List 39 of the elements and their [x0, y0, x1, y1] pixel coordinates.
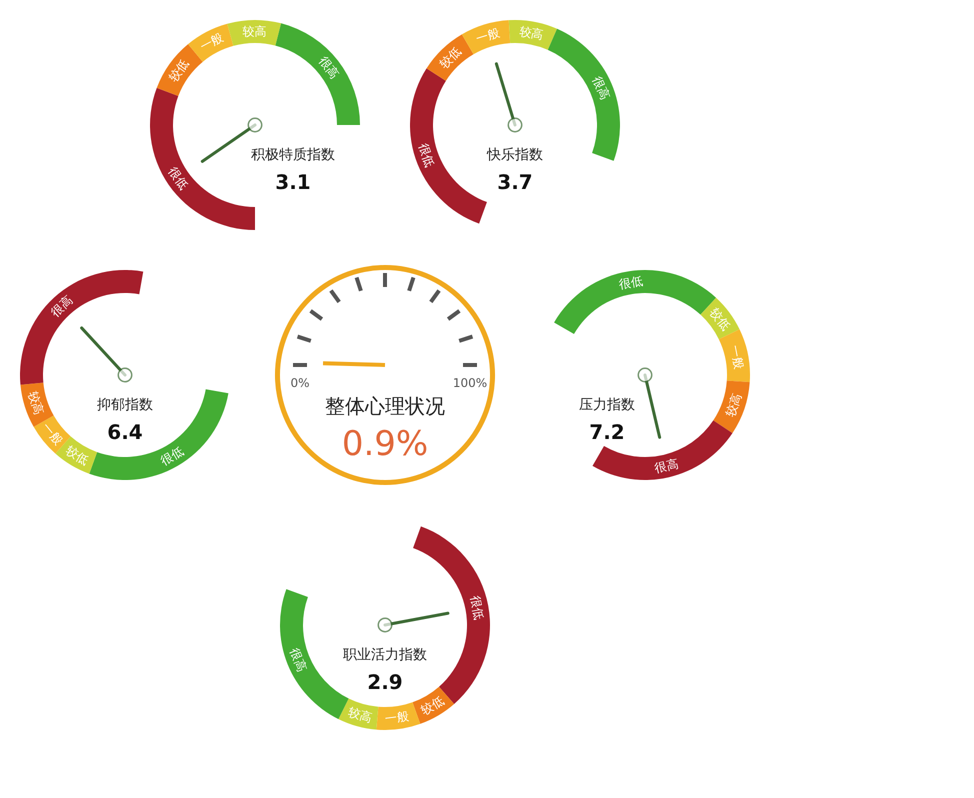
slice-label: 较低 [418, 694, 446, 718]
text: 3.7 [497, 170, 533, 194]
slice-label: 较高 [518, 24, 544, 42]
text: 100% [452, 376, 488, 390]
slice-label: 较低 [707, 305, 733, 334]
slice-label: 较低 [166, 56, 192, 84]
slice-label: 较高 [26, 389, 46, 417]
slice-label: 很低 [618, 274, 644, 292]
text: 压力指数 [579, 397, 635, 413]
text: 7.2 [589, 420, 625, 444]
text: 2.9 [367, 670, 403, 694]
slice-label: 较高 [242, 24, 266, 39]
slice-label: 较低 [63, 443, 92, 468]
slice-label: 很高 [287, 646, 310, 674]
slice-label: 一般 [39, 420, 66, 448]
text: 整体心理状况 [325, 394, 445, 418]
slice-label: 很低 [166, 164, 191, 192]
slice-label: 较低 [436, 44, 464, 71]
slice-label: 很低 [468, 594, 486, 621]
text: 6.4 [107, 420, 143, 444]
slice-label: 一般 [198, 30, 226, 54]
slice-label: 很低 [416, 141, 437, 169]
data-label: 0.9% [342, 424, 428, 464]
slice-label: 很高 [316, 54, 342, 82]
text: 职业活力指数 [343, 647, 427, 663]
slice-label: 很高 [653, 456, 680, 476]
slice-label: 一般 [474, 25, 502, 46]
slice-label: 一般 [728, 344, 746, 370]
slice-label: 较高 [723, 391, 744, 419]
text: 快乐指数 [486, 147, 543, 163]
slice-label: 较高 [346, 705, 374, 726]
text: 抑郁指数 [97, 397, 153, 413]
slice-label: 很高 [48, 292, 76, 320]
text: 3.1 [275, 170, 311, 194]
slice-label: 一般 [384, 709, 410, 726]
text: 0% [290, 376, 310, 390]
slice-label: 很高 [590, 74, 612, 102]
slice-label: 很低 [158, 444, 186, 468]
text: 积极特质指数 [251, 147, 335, 163]
